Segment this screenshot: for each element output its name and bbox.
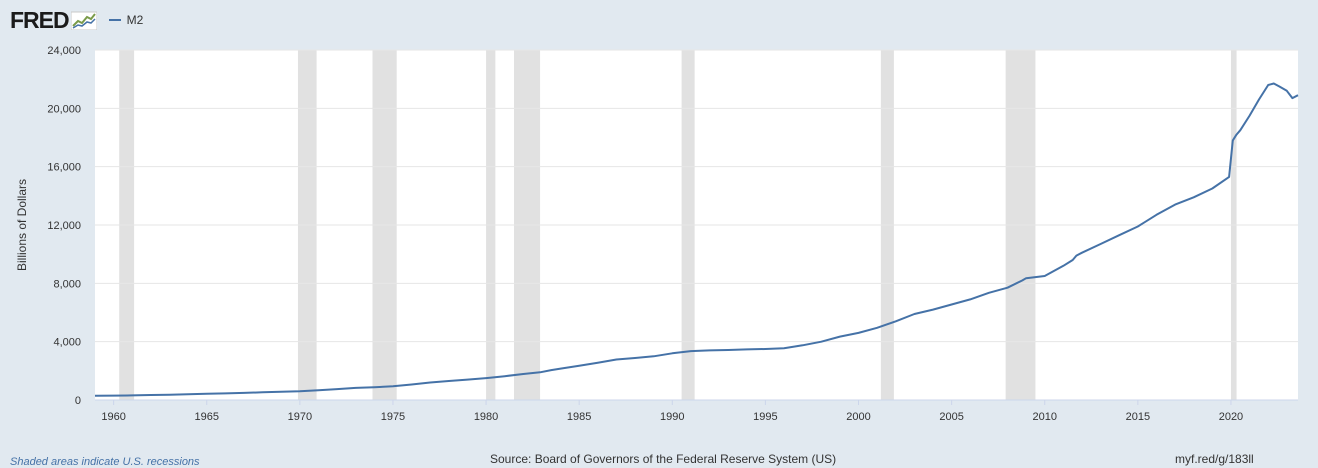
- legend[interactable]: M2: [108, 13, 144, 27]
- x-tick-label: 1965: [194, 411, 218, 423]
- x-tick-label: 1995: [753, 411, 777, 423]
- logo-text: FRED: [10, 6, 70, 33]
- x-tick-label: 2000: [846, 411, 870, 423]
- y-tick-label: 20,000: [47, 103, 81, 115]
- x-tick-label: 2015: [1126, 411, 1150, 423]
- y-axis-title: Billions of Dollars: [15, 179, 29, 271]
- x-tick-label: 1980: [474, 411, 498, 423]
- x-tick-label: 1970: [288, 411, 312, 423]
- series-line-m2: [94, 82, 1299, 397]
- y-tick-label: 0: [75, 395, 81, 407]
- recession-note: Shaded areas indicate U.S. recessions: [10, 456, 200, 468]
- x-tick-label: 1975: [381, 411, 405, 423]
- x-tick-label: 1960: [101, 411, 125, 423]
- x-tick-label: 1990: [660, 411, 684, 423]
- x-tick-label: 2020: [1219, 411, 1243, 423]
- series-layer: [94, 82, 1299, 397]
- gridlines: [95, 49, 1298, 343]
- axes: 0 4,000 8,000 12,000 16,000 20,000 24,000 1960 1…: [47, 45, 1298, 423]
- x-tick-label: 2010: [1032, 411, 1056, 423]
- y-tick-label: 8,000: [53, 278, 81, 290]
- y-tick-label: 24,000: [47, 45, 81, 57]
- chart-line-icon: [70, 11, 97, 30]
- fred-logo[interactable]: FRED: [10, 7, 97, 34]
- x-tick-label: 2005: [939, 411, 963, 423]
- y-tick-label: 12,000: [47, 220, 81, 232]
- x-tick-label: 1985: [567, 411, 591, 423]
- chart-header: FRED M2: [10, 6, 143, 34]
- source-text: Source: Board of Governors of the Federa…: [490, 452, 837, 466]
- legend-swatch: [108, 19, 121, 21]
- legend-label: M2: [126, 13, 144, 27]
- short-url-link[interactable]: myf.red/g/183ll: [1175, 452, 1254, 466]
- y-tick-label: 4,000: [53, 337, 81, 349]
- y-tick-label: 16,000: [47, 162, 81, 174]
